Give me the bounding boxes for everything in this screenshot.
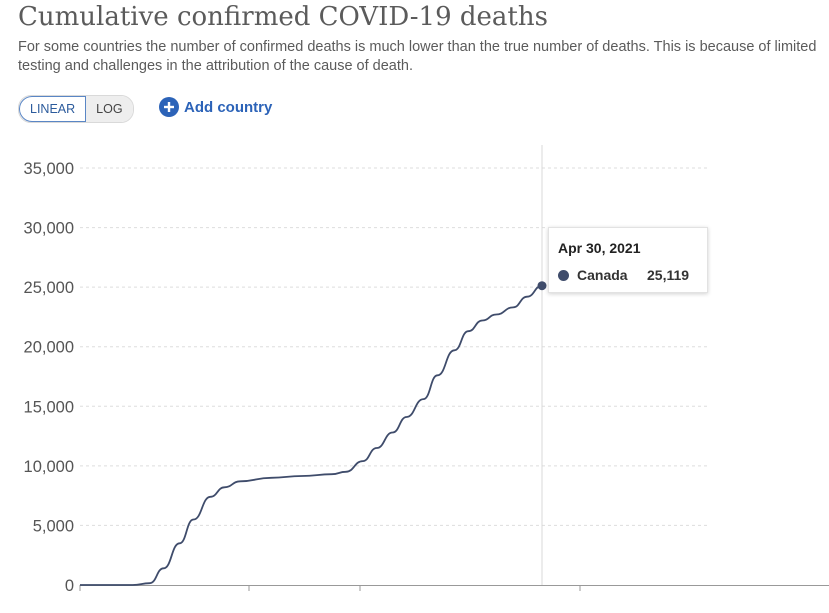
add-country-label: Add country	[184, 98, 273, 116]
data-tooltip: Apr 30, 2021 Canada 25,119	[548, 227, 708, 293]
y-tick-label: 30,000	[24, 220, 74, 238]
chart-title: Cumulative confirmed COVID-19 deaths	[18, 2, 548, 32]
y-tick-label: 10,000	[24, 458, 74, 476]
y-tick-label: 20,000	[24, 339, 74, 357]
y-tick-label: 35,000	[24, 160, 74, 178]
add-country-button[interactable]: Add country	[159, 97, 272, 117]
linear-scale-button[interactable]: LINEAR	[19, 96, 87, 122]
series-color-dot	[558, 269, 569, 281]
highlight-point	[537, 281, 547, 291]
y-tick-label: 5,000	[33, 517, 74, 535]
chart-subtitle: For some countries the number of confirm…	[18, 39, 817, 74]
series-line-canada	[80, 284, 543, 586]
tooltip-value: 25,119	[647, 267, 690, 283]
y-tick-label: 25,000	[24, 279, 74, 297]
y-tick-label: 15,000	[24, 398, 74, 416]
scale-toggle: LINEAR LOG	[18, 95, 134, 123]
tooltip-row: Canada 25,119	[558, 267, 689, 283]
y-tick-label: 0	[65, 577, 74, 595]
log-scale-button[interactable]: LOG	[86, 96, 133, 122]
line-chart: 0 5,000 10,000 15,000 20,000 25,000 30,000 35,0…	[24, 145, 829, 595]
tooltip-date: Apr 30, 2021	[558, 240, 641, 256]
plus-circle-icon	[159, 97, 179, 117]
tooltip-country: Canada	[577, 267, 628, 283]
